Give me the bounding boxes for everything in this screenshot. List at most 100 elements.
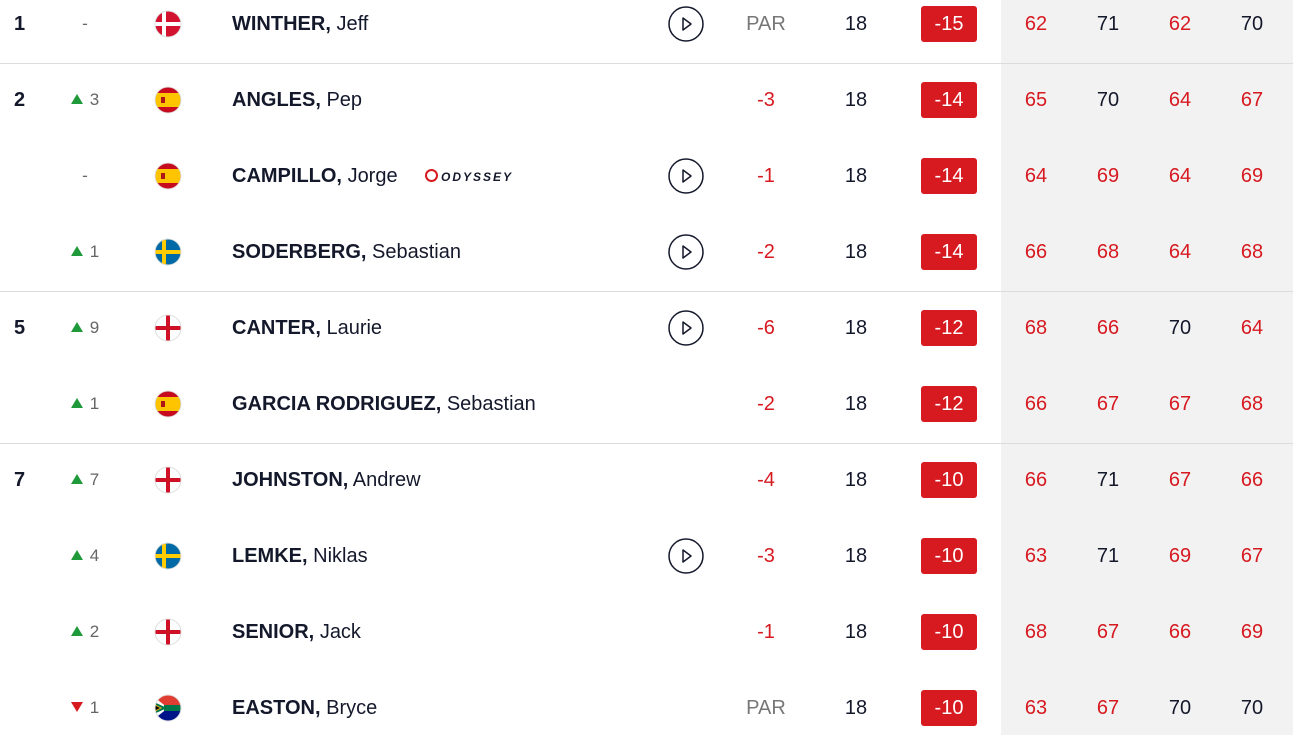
today-score: -1 (757, 621, 775, 643)
round-score: 66 (1024, 393, 1048, 415)
play-button[interactable] (668, 310, 704, 346)
round-score: 64 (1168, 241, 1192, 263)
country-flag (154, 86, 182, 114)
player-name: EASTON, Bryce (232, 670, 377, 746)
today-score: PAR (746, 697, 786, 719)
country-flag-icon (154, 390, 182, 418)
today-score: -3 (757, 89, 775, 111)
today-score: PAR (746, 13, 786, 35)
first-name: Sebastian (446, 393, 536, 415)
player-row: - CAMPILLO, Jorge ODYSSEY -1 18 -14 64 69 64 69 (0, 138, 1293, 214)
thru: 18 (844, 545, 868, 567)
first-name: Andrew (352, 469, 421, 491)
round-score: 68 (1240, 241, 1264, 263)
surname: EASTON, (232, 697, 321, 719)
movement-arrow (71, 470, 90, 489)
first-name: Jorge (347, 165, 398, 187)
round-score: 67 (1096, 697, 1120, 719)
player-row: 7 7 JOHNSTON, Andrew -4 18 -10 66 71 67 66 (0, 442, 1293, 518)
surname: CANTER, (232, 317, 321, 339)
round-score: 68 (1024, 621, 1048, 643)
group-separator (0, 63, 1293, 64)
surname: WINTHER, (232, 13, 331, 35)
thru: 18 (844, 89, 868, 111)
player-row: 2 3 ANGLES, Pep -3 18 -14 65 70 64 67 (0, 62, 1293, 138)
country-flag-icon (154, 694, 182, 722)
round-score: 68 (1096, 241, 1120, 263)
round-score: 70 (1240, 697, 1264, 719)
movement: 2 (62, 594, 108, 670)
movement: 1 (62, 366, 108, 442)
round-score: 71 (1096, 469, 1120, 491)
surname: CAMPILLO, (232, 165, 342, 187)
group-separator (0, 291, 1293, 292)
player-row: 5 9 CANTER, Laurie -6 18 -12 68 66 70 64 (0, 290, 1293, 366)
country-flag (154, 618, 182, 646)
country-flag-icon (154, 618, 182, 646)
round-score: 67 (1096, 621, 1120, 643)
country-flag-icon (154, 86, 182, 114)
player-row: 1 - WINTHER, Jeff PAR 18 -15 62 71 62 70 (0, 0, 1293, 62)
first-name: Laurie (326, 317, 383, 339)
movement-arrow (71, 242, 90, 261)
surname: LEMKE, (232, 545, 308, 567)
player-row: 1 SODERBERG, Sebastian -2 18 -14 66 68 64 68 (0, 214, 1293, 290)
round-score: 69 (1168, 545, 1192, 567)
country-flag (154, 162, 182, 190)
total-score: -10 (921, 538, 977, 574)
round-score: 69 (1240, 165, 1264, 187)
round-score: 64 (1168, 89, 1192, 111)
play-button[interactable] (668, 538, 704, 574)
first-name: Bryce (326, 697, 378, 719)
country-flag (154, 542, 182, 570)
today-score: -2 (757, 393, 775, 415)
round-score: 67 (1240, 89, 1264, 111)
country-flag (154, 694, 182, 722)
play-button[interactable] (668, 234, 704, 270)
movement-arrow (71, 90, 90, 109)
country-flag-icon (154, 314, 182, 342)
play-button-icon (668, 310, 704, 346)
play-button-icon (668, 158, 704, 194)
round-score: 63 (1024, 545, 1048, 567)
player-row: 2 SENIOR, Jack -1 18 -10 68 67 66 69 (0, 594, 1293, 670)
country-flag (154, 238, 182, 266)
round-score: 64 (1168, 165, 1192, 187)
movement-value: 7 (89, 470, 100, 489)
play-button[interactable] (668, 158, 704, 194)
round-score: 67 (1240, 545, 1264, 567)
rounds-background (1001, 0, 1293, 735)
round-score: 70 (1168, 697, 1192, 719)
movement-arrow (71, 318, 90, 337)
round-score: 70 (1240, 13, 1264, 35)
thru: 18 (844, 241, 868, 263)
sponsor-logo: ODYSSEY (425, 169, 513, 184)
total-score: -10 (921, 614, 977, 650)
total-score: -12 (921, 310, 977, 346)
movement-value: 1 (89, 394, 100, 413)
movement: 1 (62, 670, 108, 746)
play-button-icon (668, 234, 704, 270)
round-score: 71 (1096, 13, 1120, 35)
thru: 18 (844, 317, 868, 339)
round-score: 62 (1168, 13, 1192, 35)
round-score: 66 (1168, 621, 1192, 643)
movement: 4 (62, 518, 108, 594)
round-score: 70 (1096, 89, 1120, 111)
today-score: -1 (757, 165, 775, 187)
total-score: -12 (921, 386, 977, 422)
country-flag-icon (154, 238, 182, 266)
round-score: 63 (1024, 697, 1048, 719)
surname: SENIOR, (232, 621, 315, 643)
play-button[interactable] (668, 6, 704, 42)
country-flag-icon (154, 10, 182, 38)
first-name: Jack (319, 621, 361, 643)
movement: 1 (62, 214, 108, 290)
group-separator (0, 443, 1293, 444)
player-name: ANGLES, Pep (232, 62, 362, 138)
player-row: 4 LEMKE, Niklas -3 18 -10 63 71 69 67 (0, 518, 1293, 594)
surname: SODERBERG, (232, 241, 367, 263)
total-score: -15 (921, 6, 977, 42)
movement-value: - (82, 166, 88, 185)
